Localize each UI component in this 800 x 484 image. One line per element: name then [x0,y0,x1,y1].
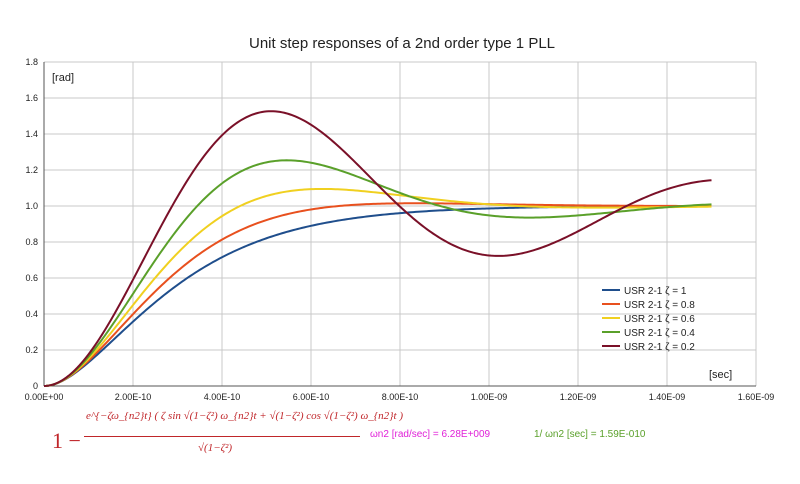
x-tick-label: 1.60E-09 [738,392,775,402]
y-tick-label: 0.4 [25,309,38,319]
series-line [43,202,712,387]
legend-entry: USR 2-1 ζ = 0.6 [624,314,695,325]
legend-entry: USR 2-1 ζ = 0.8 [624,300,695,311]
y-tick-label: 0.8 [25,237,38,247]
step-response-formula: 1 − e^{−ζω_{n2}t} ( ζ sin √(1−ζ²) ω_{n2}… [52,408,403,470]
y-tick-label: 0 [33,381,38,391]
formula-denominator: √(1−ζ²) [198,442,233,454]
legend-entry: USR 2-1 ζ = 0.2 [624,342,695,353]
x-tick-label: 4.00E-10 [204,392,241,402]
series-line [43,159,712,387]
y-tick-label: 0.6 [25,273,38,283]
legend-entry: USR 2-1 ζ = 1 [624,286,687,297]
y-tick-label: 0.2 [25,345,38,355]
series-line [43,110,712,387]
axes [43,62,756,387]
series-lines [43,110,712,387]
x-axis-label: [sec] [709,369,732,381]
series-line [43,205,712,387]
y-tick-label: 1.4 [25,129,38,139]
x-tick-label: 6.00E-10 [293,392,330,402]
legend-entry: USR 2-1 ζ = 0.4 [624,328,695,339]
formula-numerator: e^{−ζω_{n2}t} ( ζ sin √(1−ζ²) ω_{n2}t + … [86,410,403,422]
formula-one-minus: 1 − [52,428,81,453]
legend: USR 2-1 ζ = 1 USR 2-1 ζ = 0.8 USR 2-1 ζ = … [602,286,695,353]
y-tick-label: 1.8 [25,57,38,67]
chart-title: Unit step responses of a 2nd order type … [249,35,555,52]
series-line [43,187,712,387]
y-tick-label: 1.6 [25,93,38,103]
y-tick-label: 1.2 [25,165,38,175]
y-tick-labels: 0 0.2 0.4 0.6 0.8 1.0 1.2 1.4 1.6 1.8 [25,57,38,391]
inverse-omega-annotation: 1/ ωn2 [sec] = 1.59E-010 [534,429,646,440]
x-tick-label: 1.00E-09 [471,392,508,402]
x-tick-label: 0.00E+00 [25,392,64,402]
x-tick-labels: 0.00E+00 2.00E-10 4.00E-10 6.00E-10 8.00E-10… [25,392,775,402]
omega-annotation: ωn2 [rad/sec] = 6.28E+009 [370,429,491,440]
x-tick-label: 8.00E-10 [382,392,419,402]
y-axis-label: [rad] [52,72,74,84]
x-tick-label: 1.20E-09 [560,392,597,402]
formula-fraction-bar [84,436,360,437]
y-tick-label: 1.0 [25,201,38,211]
x-tick-label: 2.00E-10 [115,392,152,402]
x-tick-label: 1.40E-09 [649,392,686,402]
